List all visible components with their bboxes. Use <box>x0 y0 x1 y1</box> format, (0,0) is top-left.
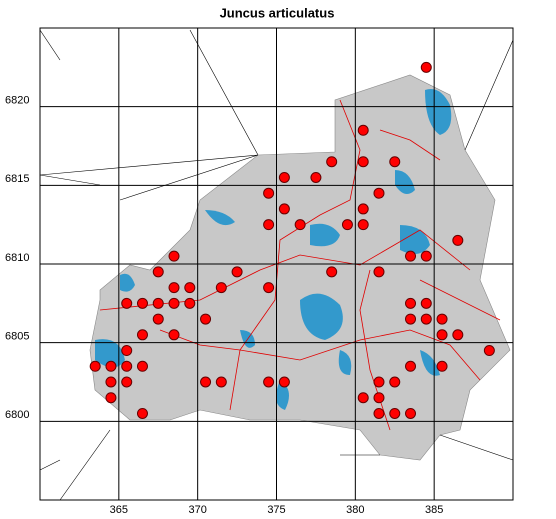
occurrence-point <box>405 297 417 309</box>
occurrence-point <box>278 376 290 388</box>
x-tick-label: 370 <box>188 504 206 516</box>
occurrence-point <box>263 219 275 231</box>
occurrence-point <box>168 282 180 294</box>
occurrence-point <box>326 266 338 278</box>
occurrence-point <box>168 297 180 309</box>
occurrence-point <box>357 124 369 136</box>
occurrence-point <box>373 392 385 404</box>
occurrence-point <box>121 345 133 357</box>
occurrence-point <box>278 171 290 183</box>
x-tick-label: 375 <box>267 504 285 516</box>
occurrence-point <box>420 313 432 325</box>
occurrence-point <box>420 297 432 309</box>
x-tick-label: 365 <box>110 504 128 516</box>
occurrence-point <box>89 360 101 372</box>
y-tick-label: 6805 <box>5 331 29 343</box>
occurrence-point <box>152 266 164 278</box>
x-tick-label: 385 <box>425 504 443 516</box>
occurrence-point <box>136 329 148 341</box>
occurrence-point <box>357 156 369 168</box>
occurrence-point <box>420 250 432 262</box>
occurrence-point <box>263 376 275 388</box>
y-tick-label: 6810 <box>5 252 29 264</box>
occurrence-point <box>436 329 448 341</box>
occurrence-point <box>121 360 133 372</box>
occurrence-point <box>405 250 417 262</box>
y-tick-label: 6820 <box>5 95 29 107</box>
occurrence-point <box>452 329 464 341</box>
occurrence-point <box>263 282 275 294</box>
occurrence-point <box>105 376 117 388</box>
occurrence-point <box>152 313 164 325</box>
occurrence-point <box>436 313 448 325</box>
chart-title: Juncus articulatus <box>220 5 335 20</box>
occurrence-point <box>152 297 164 309</box>
occurrence-point <box>405 407 417 419</box>
y-tick-label: 6800 <box>5 409 29 421</box>
x-tick-label: 380 <box>346 504 364 516</box>
occurrence-point <box>483 345 495 357</box>
occurrence-point <box>294 219 306 231</box>
occurrence-point <box>357 219 369 231</box>
occurrence-point <box>436 360 448 372</box>
occurrence-point <box>341 219 353 231</box>
occurrence-point <box>389 407 401 419</box>
occurrence-point <box>105 392 117 404</box>
occurrence-point <box>263 187 275 199</box>
map-background <box>39 29 514 501</box>
occurrence-point <box>405 313 417 325</box>
occurrence-point <box>373 187 385 199</box>
occurrence-point <box>121 376 133 388</box>
occurrence-point <box>168 250 180 262</box>
occurrence-point <box>105 360 117 372</box>
y-tick-label: 6815 <box>5 173 29 185</box>
occurrence-point <box>452 234 464 246</box>
occurrence-point <box>200 376 212 388</box>
occurrence-point <box>278 203 290 215</box>
occurrence-point <box>200 313 212 325</box>
occurrence-point <box>389 376 401 388</box>
occurrence-point <box>373 266 385 278</box>
occurrence-point <box>215 376 227 388</box>
occurrence-point <box>231 266 243 278</box>
occurrence-point <box>373 376 385 388</box>
occurrence-point <box>405 360 417 372</box>
occurrence-point <box>121 297 133 309</box>
occurrence-point <box>136 360 148 372</box>
occurrence-point <box>326 156 338 168</box>
occurrence-point <box>184 297 196 309</box>
occurrence-point <box>389 156 401 168</box>
occurrence-point <box>357 203 369 215</box>
occurrence-point <box>310 171 322 183</box>
occurrence-point <box>184 282 196 294</box>
occurrence-point <box>168 329 180 341</box>
occurrence-point <box>136 297 148 309</box>
occurrence-point <box>373 407 385 419</box>
occurrence-point <box>357 392 369 404</box>
occurrence-point <box>420 61 432 73</box>
occurrence-point <box>136 407 148 419</box>
occurrence-point <box>215 282 227 294</box>
